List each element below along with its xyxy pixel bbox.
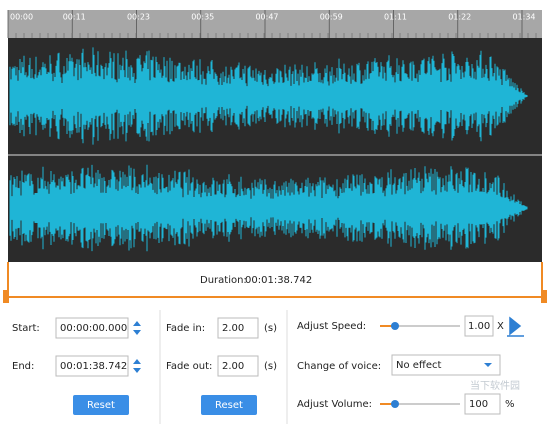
ruler-label: 01:22 [448,13,471,22]
trim-handle-start[interactable] [3,290,9,303]
waveform-right [9,164,528,252]
fade-in-unit: (s) [264,323,277,334]
volume-value: 100 [469,399,488,410]
end-value: 00:01:38.742 [60,361,127,372]
speed-knob[interactable] [391,322,399,330]
volume-input[interactable] [464,393,501,415]
start-label: Start: [12,323,40,334]
dropdown-arrow [484,363,492,367]
fade-out-unit: (s) [264,361,277,372]
speed-value: 1.00 [468,321,490,332]
fade-in-value: 2.00 [222,323,244,334]
start-spinner[interactable] [133,321,141,335]
trim-bracket [7,262,543,298]
ruler-label: 00:11 [63,13,86,22]
start-input[interactable] [55,317,129,339]
ruler-label: 01:34 [512,13,535,22]
speed-input[interactable] [464,315,494,337]
voice-label: Change of voice: [297,361,381,372]
end-label: End: [12,361,34,372]
ruler-label: 00:00 [10,13,33,22]
trim-reset-text: Reset [87,400,115,411]
duration-value: 00:01:38.742 [245,275,312,286]
end-spinner[interactable] [133,359,141,373]
ruler-label: 00:35 [191,13,214,22]
voice-dropdown[interactable] [391,354,501,376]
trim-handle-end[interactable] [541,290,547,303]
ruler-label: 00:47 [255,13,278,22]
trim-reset-button[interactable] [73,395,129,415]
fade-reset-text: Reset [215,400,243,411]
volume-label: Adjust Volume: [297,399,372,410]
end-input[interactable] [55,355,129,377]
fade-in-label: Fade in: [166,323,205,334]
duration-label: Duration: [200,275,247,286]
watermark: 当下软件园 [470,379,520,392]
ruler-label: 00:59 [320,13,343,22]
ruler-label: 01:11 [384,13,407,22]
waveform-left [9,47,528,145]
start-value: 00:00:00.000 [60,323,127,334]
ruler-label: 00:23 [127,13,150,22]
fade-out-value: 2.00 [222,361,244,372]
fade-reset-button[interactable] [201,395,257,415]
timeline-ruler [8,10,542,38]
play-button[interactable] [507,316,524,337]
fade-out-input[interactable] [217,355,259,377]
speed-unit: X [497,321,504,332]
volume-knob[interactable] [391,400,399,408]
speed-label: Adjust Speed: [297,321,366,332]
fade-out-label: Fade out: [166,361,212,372]
voice-value: No effect [396,360,441,371]
fade-in-input[interactable] [217,317,259,339]
volume-unit: % [505,399,515,410]
